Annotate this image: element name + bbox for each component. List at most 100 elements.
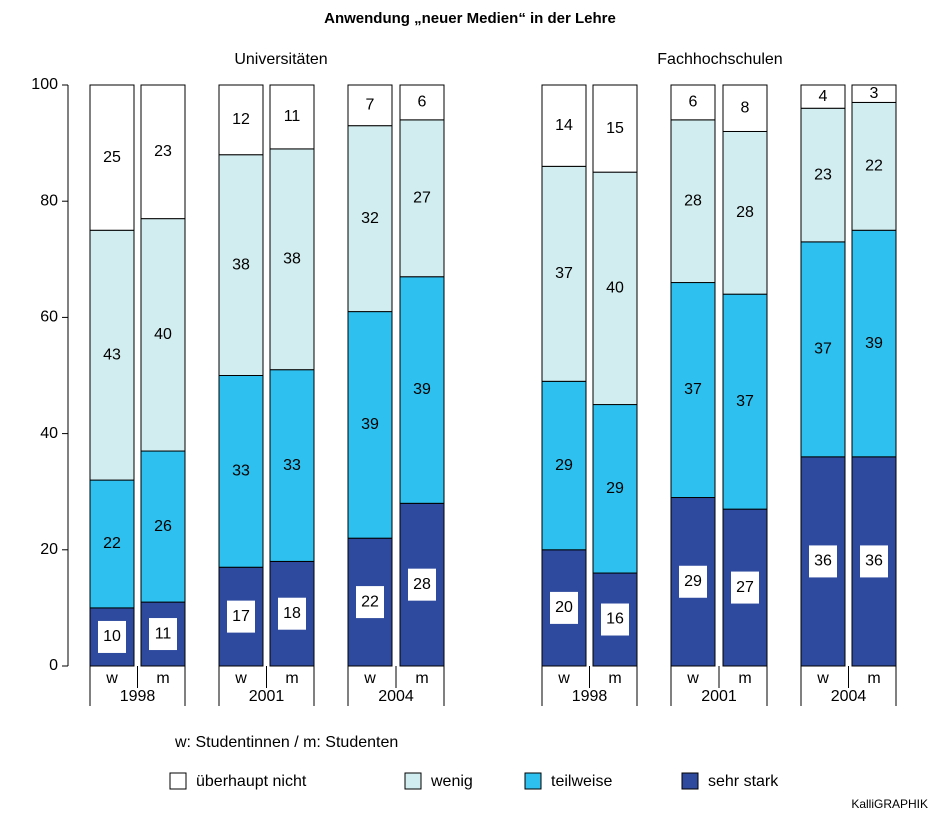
value-label-box [149, 618, 177, 651]
x-tick-label: m [285, 670, 298, 687]
bar-segment [399, 276, 445, 504]
value-label: 3 [870, 85, 879, 102]
value-label: 7 [366, 97, 375, 114]
bar-segment [347, 125, 393, 313]
y-tick-label: 0 [49, 657, 58, 674]
value-label: 36 [865, 553, 883, 570]
year-label: 2001 [249, 688, 285, 705]
x-tick-label: w [234, 670, 247, 687]
value-label: 39 [865, 335, 883, 352]
value-label-box [679, 565, 707, 598]
bar-segment [592, 84, 638, 173]
bar-segment [89, 229, 135, 481]
value-label: 8 [741, 99, 750, 116]
bar-segment [851, 84, 897, 103]
value-label: 33 [232, 463, 250, 480]
bar-segment [218, 84, 264, 156]
value-label: 29 [684, 573, 702, 590]
bar-segment [269, 369, 315, 562]
legend-swatch [524, 772, 542, 790]
bar-segment [670, 282, 716, 499]
year-label: 2001 [701, 688, 737, 705]
value-label: 23 [154, 143, 172, 160]
year-label: 1998 [120, 688, 156, 705]
x-tick-label: w [363, 670, 376, 687]
y-tick-label: 80 [40, 192, 58, 209]
y-tick-label: 60 [40, 309, 58, 326]
bar-segment [218, 154, 264, 376]
value-label: 40 [154, 326, 172, 343]
value-label: 28 [684, 192, 702, 209]
value-label: 4 [819, 88, 828, 105]
x-tick-label: m [738, 670, 751, 687]
value-label: 22 [865, 158, 883, 175]
x-tick-label: m [156, 670, 169, 687]
value-label: 29 [606, 480, 624, 497]
value-label: 17 [232, 608, 250, 625]
x-tick-label: m [867, 670, 880, 687]
value-label: 22 [103, 535, 121, 552]
x-tick-label: w [686, 670, 699, 687]
note: w: Studentinnen / m: Studenten [174, 734, 398, 751]
bar-segment [140, 450, 186, 603]
legend-swatch [404, 772, 422, 790]
value-label: 37 [555, 265, 573, 282]
x-tick-label: w [557, 670, 570, 687]
x-tick-label: w [816, 670, 829, 687]
value-label: 25 [103, 149, 121, 166]
value-label: 37 [736, 393, 754, 410]
year-label: 2004 [378, 688, 414, 705]
bar-segment [347, 84, 393, 127]
chart-title: Anwendung „neuer Medien“ in der Lehre [324, 10, 616, 27]
bar-segment [851, 101, 897, 231]
value-label: 12 [232, 111, 250, 128]
value-label: 11 [284, 108, 301, 125]
value-label: 28 [413, 576, 431, 593]
value-label: 28 [736, 204, 754, 221]
bar-segment [541, 84, 587, 167]
value-label: 20 [555, 599, 573, 616]
bar-segment [670, 119, 716, 284]
value-label: 6 [689, 94, 698, 111]
bar-segment [800, 107, 846, 243]
y-tick-label: 40 [40, 425, 58, 442]
value-label: 39 [413, 381, 431, 398]
x-tick-label: m [415, 670, 428, 687]
value-label: 14 [555, 117, 573, 134]
y-tick-label: 20 [40, 541, 58, 558]
legend-label: wenig [430, 773, 473, 790]
value-label: 16 [606, 611, 624, 628]
value-label: 22 [361, 593, 379, 610]
bar-segment [140, 84, 186, 220]
bar-segment [592, 404, 638, 574]
group-title: Universitäten [234, 51, 327, 68]
bar-segment [851, 229, 897, 458]
legend-swatch [681, 772, 699, 790]
value-label-box [227, 600, 255, 633]
bar-segment [800, 84, 846, 109]
value-label: 39 [361, 416, 379, 433]
value-label: 26 [154, 518, 172, 535]
legend-label: überhaupt nicht [196, 773, 307, 790]
value-label-box [356, 586, 384, 619]
value-label: 37 [814, 341, 832, 358]
bar-segment [541, 380, 587, 551]
legend-label: teilweise [551, 773, 612, 790]
value-label: 6 [418, 94, 427, 111]
bar-segment [218, 375, 264, 568]
value-label-box [550, 591, 578, 624]
bar-segment [269, 84, 315, 150]
bar-segment [722, 84, 768, 132]
value-label-box [809, 545, 837, 578]
value-label: 23 [814, 166, 832, 183]
value-label: 33 [283, 457, 301, 474]
value-label: 11 [155, 625, 172, 642]
bar-segment [89, 84, 135, 231]
value-label: 27 [413, 190, 431, 207]
value-label: 32 [361, 210, 379, 227]
value-label-box [731, 571, 759, 604]
x-tick-label: w [105, 670, 118, 687]
value-label-box [408, 568, 436, 601]
value-label-box [278, 597, 306, 630]
